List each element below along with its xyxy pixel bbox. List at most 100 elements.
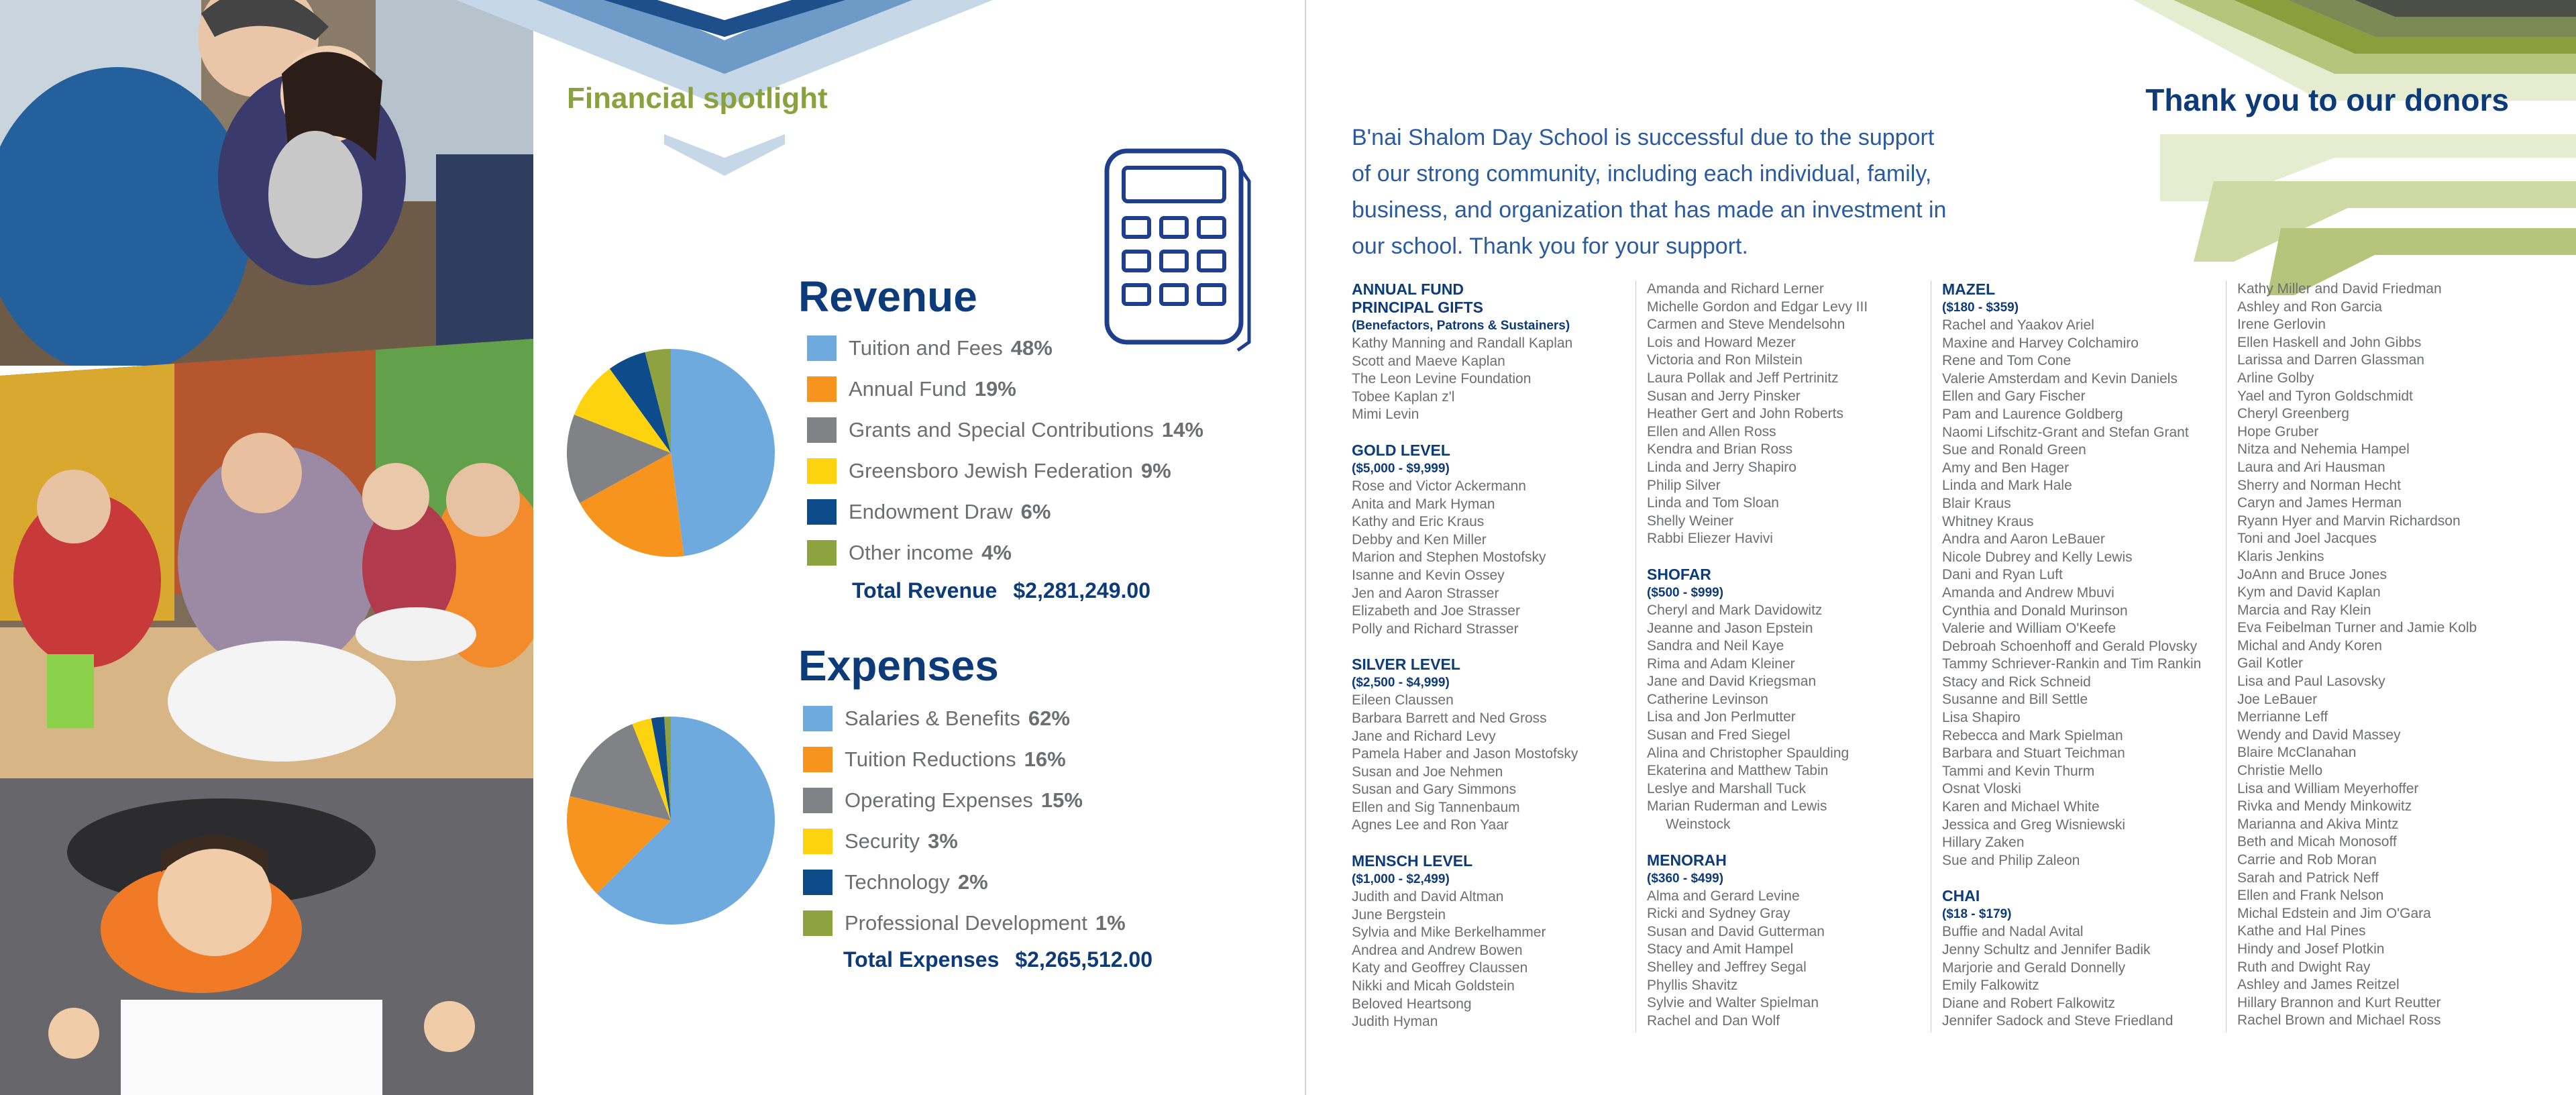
donor-name: Buffie and Nadal Avital — [1942, 924, 2084, 940]
donor-name: Pam and Laurence Goldberg — [1942, 406, 2123, 422]
legend-swatch — [807, 499, 837, 525]
donor-level-name: MENSCH LEVEL — [1352, 852, 1473, 870]
donor-name: Rivka and Mendy Minkowitz — [2237, 798, 2412, 815]
page-title-thank-you-donors: Thank you to our donors — [2145, 83, 2509, 117]
expenses-heading: Expenses — [798, 641, 999, 690]
donor-name: Stacy and Rick Schneid — [1942, 674, 2091, 690]
donor-name: Mimi Levin — [1352, 407, 1419, 423]
donor-name: Barbara Barrett and Ned Gross — [1352, 710, 1547, 726]
donor-name: Marjorie and Gerald Donnelly — [1942, 959, 2126, 976]
donor-name: Ryann Hyer and Marvin Richardson — [2237, 513, 2461, 529]
donor-name: Barbara and Stuart Teichman — [1942, 745, 2125, 762]
donor-name: Rene and Tom Cone — [1942, 353, 2072, 369]
donor-level-range: ($500 - $999) — [1647, 585, 1724, 600]
donor-name: Jane and David Kriegsman — [1647, 674, 1817, 690]
legend-swatch — [803, 869, 833, 895]
donor-name: Michal Edstein and Jim O'Gara — [2237, 905, 2431, 921]
donor-name: Rebecca and Mark Spielman — [1942, 727, 2123, 743]
legend-swatch — [803, 787, 833, 813]
donor-name: Kathy Miller and David Friedman — [2237, 281, 2442, 297]
donor-level-name: SILVER LEVEL — [1352, 656, 1460, 674]
legend-percent: 4% — [981, 540, 1012, 564]
donor-name: Susan and Fred Siegel — [1647, 727, 1790, 743]
donor-name: Klaris Jenkins — [2237, 548, 2324, 564]
legend-percent: 9% — [1140, 458, 1171, 482]
donor-name: Leslye and Marshall Tuck — [1647, 780, 1806, 796]
legend-row: Salaries & Benefits 62% — [803, 698, 1126, 739]
donor-name: Eva Feibelman Turner and Jamie Kolb — [2237, 620, 2477, 636]
donor-name: Ashley and Ron Garcia — [2237, 299, 2382, 315]
donor-name: Larissa and Darren Glassman — [2237, 352, 2424, 368]
donor-name: Blaire McClanahan — [2237, 745, 2357, 761]
legend-label: Other income — [849, 540, 974, 564]
legend-row: Other income 4% — [807, 532, 1203, 573]
donor-name: Sherry and Norman Hecht — [2237, 477, 2401, 493]
donor-name: Cheryl Greenberg — [2237, 406, 2349, 422]
donor-name: Irene Gerlovin — [2237, 317, 2326, 333]
donor-name: Kathy and Eric Kraus — [1352, 514, 1485, 530]
donor-name: Nikki and Micah Goldstein — [1352, 978, 1515, 994]
legend-label: Professional Development — [845, 910, 1087, 935]
pie-slice-greensboro-jewish-federation — [574, 368, 671, 453]
legend-swatch — [807, 458, 837, 484]
donor-name: Kym and David Kaplan — [2237, 584, 2381, 601]
legend-swatch — [807, 539, 837, 566]
legend-row: Operating Expenses 15% — [803, 780, 1126, 821]
donor-name: Cynthia and Donald Murinson — [1942, 603, 2128, 619]
donor-name: Judith Hyman — [1352, 1014, 1438, 1030]
donor-level-range: ($18 - $179) — [1942, 907, 2012, 922]
donor-name: Susan and David Gutterman — [1647, 923, 1825, 939]
donor-name: Debby and Ken Miller — [1352, 531, 1487, 548]
donor-level-name: MAZEL — [1942, 280, 1996, 298]
legend-percent: 15% — [1040, 788, 1083, 812]
donor-name: Ellen and Frank Nelson — [2237, 888, 2384, 904]
donor-name: Blair Kraus — [1942, 495, 2011, 511]
donor-name: Sandra and Neil Kaye — [1647, 638, 1784, 654]
donor-name: Carmen and Steve Mendelsohn — [1647, 317, 1845, 333]
donor-name: Beth and Micah Monosoff — [2237, 834, 2397, 850]
donor-name: The Leon Levine Foundation — [1352, 371, 1532, 387]
revenue-legend: Tuition and Fees 48% Annual Fund 19% Grant… — [807, 327, 1203, 573]
donor-name: Pamela Haber and Jason Mostofsky — [1352, 746, 1578, 762]
legend-percent: 16% — [1024, 747, 1066, 771]
legend-row: Endowment Draw 6% — [807, 491, 1203, 532]
donor-name: Weinstock — [1666, 817, 1731, 833]
donor-name: Marianna and Akiva Mintz — [2237, 816, 2399, 832]
donor-name: Lisa Shapiro — [1942, 710, 2021, 726]
donor-name: Tammi and Kevin Thurm — [1942, 763, 2095, 779]
donor-name: Andrea and Andrew Bowen — [1352, 942, 1523, 958]
donor-name: Rima and Adam Kleiner — [1647, 656, 1795, 672]
donor-level-name: MENORAH — [1647, 851, 1727, 869]
donor-name: Whitney Kraus — [1942, 513, 2034, 529]
legend-percent: 48% — [1010, 335, 1053, 360]
donor-name: Ellen and Sig Tannenbaum — [1352, 799, 1520, 815]
donor-name: Hillary Brannon and Kurt Reutter — [2237, 994, 2441, 1010]
donor-name: Karen and Michael White — [1942, 799, 2100, 815]
donor-name: Tobee Kaplan z'l — [1352, 388, 1455, 405]
donor-name: Katy and Geoffrey Claussen — [1352, 960, 1528, 976]
donor-name: Susan and Jerry Pinsker — [1647, 388, 1801, 404]
pie-slice-other-income — [645, 349, 671, 453]
donor-name: Amanda and Richard Lerner — [1647, 281, 1824, 297]
legend-label: Tuition and Fees — [849, 335, 1003, 360]
donor-level-range: ($180 - $359) — [1942, 301, 2019, 315]
donor-level: Kathy Miller and David Friedman Ashley an… — [2237, 280, 2519, 1030]
donor-level-range: ($5,000 - $9,999) — [1352, 461, 1450, 476]
donor-name: Merrianne Leff — [2237, 709, 2328, 725]
donor-name: Hope Gruber — [2237, 423, 2319, 439]
legend-row: Tuition Reductions 16% — [803, 739, 1126, 780]
donor-level-name: GOLD LEVEL — [1352, 441, 1450, 459]
donor-name: Phyllis Shavitz — [1647, 977, 1738, 993]
donor-name: Valerie and William O'Keefe — [1942, 621, 2116, 637]
donor-name: Yael and Tyron Goldschmidt — [2237, 388, 2413, 404]
donor-column-4: Kathy Miller and David Friedman Ashley an… — [2237, 280, 2519, 1047]
pie-slice-security — [632, 718, 671, 821]
donor-name: Linda and Jerry Shapiro — [1647, 459, 1796, 475]
donor-name: Marian Ruderman and Lewis — [1647, 798, 1827, 815]
chevron-decoration-top — [456, 0, 993, 176]
legend-swatch — [803, 828, 833, 854]
donor-level: Amanda and Richard Lerner Michelle Gordon… — [1647, 280, 1929, 548]
photo-teacher-and-children-baking — [0, 339, 533, 778]
total-revenue-label: Total Revenue — [852, 578, 998, 603]
legend-percent: 3% — [927, 829, 958, 853]
